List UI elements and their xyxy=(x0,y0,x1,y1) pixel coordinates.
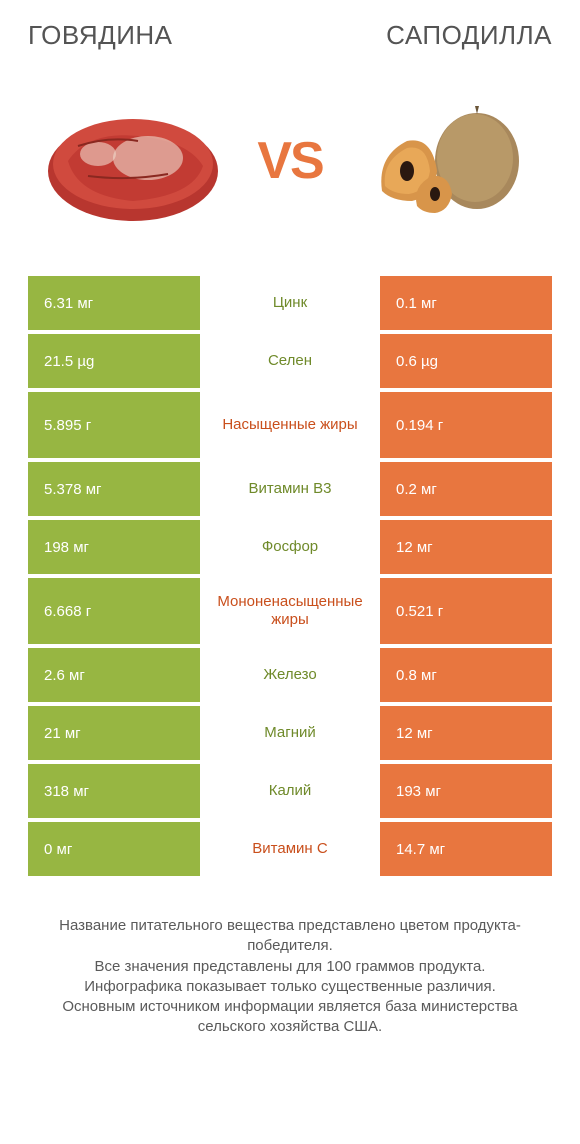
left-value: 198 мг xyxy=(28,520,200,574)
footer-line: Название питательного вещества представл… xyxy=(38,916,542,957)
table-row: 198 мгФосфор12 мг xyxy=(28,520,552,574)
table-row: 2.6 мгЖелезо0.8 мг xyxy=(28,648,552,702)
left-value: 0 мг xyxy=(28,822,200,876)
right-value: 14.7 мг xyxy=(380,822,552,876)
nutrient-name: Витамин B3 xyxy=(200,462,380,516)
table-row: 5.378 мгВитамин B30.2 мг xyxy=(28,462,552,516)
left-value: 6.31 мг xyxy=(28,276,200,330)
footer-line: Инфографика показывает только существенн… xyxy=(38,977,542,997)
right-value: 193 мг xyxy=(380,764,552,818)
left-value: 5.378 мг xyxy=(28,462,200,516)
right-value: 12 мг xyxy=(380,706,552,760)
right-value: 0.6 µg xyxy=(380,334,552,388)
footer-line: Все значения представлены для 100 граммо… xyxy=(38,957,542,977)
right-value: 0.2 мг xyxy=(380,462,552,516)
left-value: 318 мг xyxy=(28,764,200,818)
nutrient-name: Калий xyxy=(200,764,380,818)
left-value: 21 мг xyxy=(28,706,200,760)
right-value: 0.521 г xyxy=(380,578,552,644)
comparison-table: 6.31 мгЦинк0.1 мг21.5 µgСелен0.6 µg5.895… xyxy=(28,276,552,876)
table-row: 21.5 µgСелен0.6 µg xyxy=(28,334,552,388)
table-row: 6.668 гМононенасыщенные жиры0.521 г xyxy=(28,578,552,644)
nutrient-name: Насыщенные жиры xyxy=(200,392,380,458)
right-value: 12 мг xyxy=(380,520,552,574)
left-value: 5.895 г xyxy=(28,392,200,458)
right-product-image xyxy=(342,81,542,241)
nutrient-name: Цинк xyxy=(200,276,380,330)
left-value: 21.5 µg xyxy=(28,334,200,388)
nutrient-name: Фосфор xyxy=(200,520,380,574)
footer-line: Основным источником информации является … xyxy=(38,997,542,1038)
table-row: 5.895 гНасыщенные жиры0.194 г xyxy=(28,392,552,458)
nutrient-name: Железо xyxy=(200,648,380,702)
right-value: 0.194 г xyxy=(380,392,552,458)
nutrient-name: Мононенасыщенные жиры xyxy=(200,578,380,644)
left-product-image xyxy=(38,81,238,241)
table-row: 318 мгКалий193 мг xyxy=(28,764,552,818)
footer-notes: Название питательного вещества представл… xyxy=(28,916,552,1038)
table-row: 21 мгМагний12 мг xyxy=(28,706,552,760)
right-value: 0.8 мг xyxy=(380,648,552,702)
table-row: 0 мгВитамин C14.7 мг xyxy=(28,822,552,876)
left-product-title: ГОВЯДИНА xyxy=(28,20,173,51)
right-product-title: САПОДИЛЛА xyxy=(386,20,552,51)
right-value: 0.1 мг xyxy=(380,276,552,330)
table-row: 6.31 мгЦинк0.1 мг xyxy=(28,276,552,330)
header: ГОВЯДИНА САПОДИЛЛА xyxy=(28,20,552,51)
left-value: 6.668 г xyxy=(28,578,200,644)
nutrient-name: Витамин C xyxy=(200,822,380,876)
nutrient-name: Селен xyxy=(200,334,380,388)
vs-label: VS xyxy=(257,131,322,191)
left-value: 2.6 мг xyxy=(28,648,200,702)
comparison-images: VS xyxy=(28,81,552,241)
nutrient-name: Магний xyxy=(200,706,380,760)
